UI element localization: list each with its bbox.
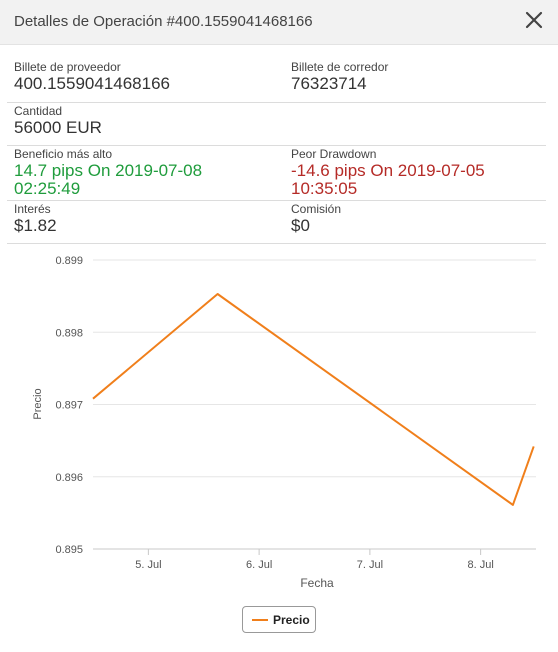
y-tick-label: 0.899 [55,255,83,267]
y-tick-label: 0.897 [55,400,83,412]
provider-ticket-value: 400.1559041468166 [14,74,170,93]
worst-drawdown: Peor Drawdown -14.6 pips On 2019-07-05 1… [291,147,485,197]
interest: Interés $1.82 [14,202,57,234]
commission: Comisión $0 [291,202,341,234]
x-tick-label: 5. Jul [135,559,161,571]
broker-ticket-label: Billete de corredor [291,60,389,74]
close-button[interactable] [522,8,546,32]
x-tick-label: 8. Jul [467,559,493,571]
details-row-performance: Beneficio más alto 14.7 pips On 2019-07-… [7,147,546,201]
worst-drawdown-value-line1: -14.6 pips On 2019-07-05 [291,161,485,180]
details-row-costs: Interés $1.82 Comisión $0 [7,202,546,244]
y-axis-title: Precio [32,388,44,419]
details-row-tickets: Billete de proveedor 400.1559041468166 B… [7,60,546,103]
x-tick-label: 6. Jul [246,559,272,571]
commission-value: $0 [291,216,310,235]
broker-ticket: Billete de corredor 76323714 [291,60,388,92]
worst-drawdown-value-line2: 10:35:05 [291,179,358,198]
y-tick-label: 0.898 [55,327,83,339]
max-profit-value-line1: 14.7 pips On 2019-07-08 [14,161,203,180]
close-icon [525,11,543,29]
y-tick-label: 0.896 [55,472,83,484]
x-tick-label: 7. Jul [357,559,383,571]
price-chart: 0.899 0.898 0.897 0.896 0.895 5. Jul 6. Jul 7.… [0,245,558,647]
interest-label: Interés [14,202,51,216]
provider-ticket-label: Billete de proveedor [14,60,121,74]
legend-label: Precio [273,613,310,627]
series-line-precio [92,293,535,506]
quantity: Cantidad 56000 EUR [14,104,102,136]
broker-ticket-value: 76323714 [291,74,367,93]
interest-value: $1.82 [14,216,57,235]
max-profit-value-line2: 02:25:49 [14,179,81,198]
y-tick-label: 0.895 [55,544,83,556]
x-axis-title: Fecha [300,576,334,590]
provider-ticket: Billete de proveedor 400.1559041468166 [14,60,170,92]
worst-drawdown-label: Peor Drawdown [291,147,377,161]
legend-swatch [252,619,268,621]
price-chart-svg: 0.899 0.898 0.897 0.896 0.895 5. Jul 6. Jul 7.… [32,255,536,590]
quantity-value: 56000 EUR [14,118,102,137]
max-profit: Beneficio más alto 14.7 pips On 2019-07-… [14,147,202,197]
quantity-label: Cantidad [14,104,63,118]
commission-label: Comisión [291,202,342,216]
details-row-quantity: Cantidad 56000 EUR [7,104,546,146]
max-profit-label: Beneficio más alto [14,147,113,161]
chart-legend-item-precio[interactable]: Precio [242,606,316,633]
modal-title: Detalles de Operación #400.1559041468166 [14,13,313,30]
modal-header: Detalles de Operación #400.1559041468166 [0,0,558,45]
